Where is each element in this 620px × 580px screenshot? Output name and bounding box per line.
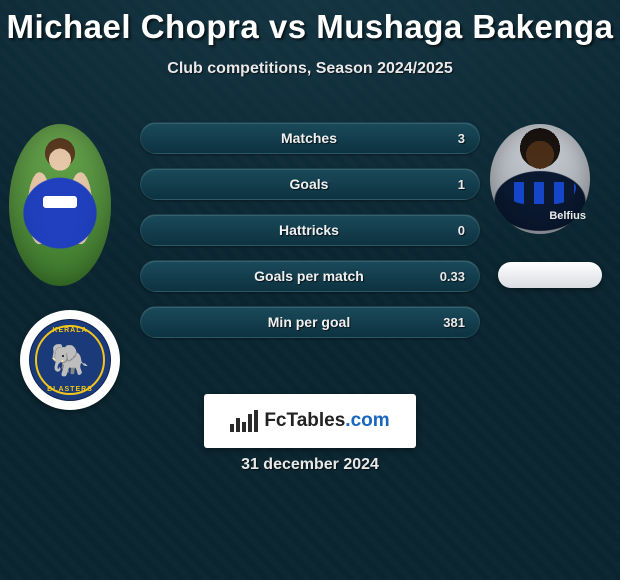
brand-name: FcTables bbox=[264, 410, 345, 431]
stat-right-value: 3 bbox=[425, 131, 465, 146]
stat-row-hattricks: Hattricks 0 bbox=[140, 214, 480, 246]
stat-right-value: 0 bbox=[425, 223, 465, 238]
brand-domain: .com bbox=[345, 410, 389, 431]
stat-label: Matches bbox=[193, 130, 425, 146]
date-text: 31 december 2024 bbox=[0, 456, 620, 474]
stat-row-goals-per-match: Goals per match 0.33 bbox=[140, 260, 480, 292]
stat-row-goals: Goals 1 bbox=[140, 168, 480, 200]
stat-label: Hattricks bbox=[193, 222, 425, 238]
elephant-icon: 🐘 bbox=[50, 344, 90, 376]
brand-text: FcTables.com bbox=[264, 410, 389, 432]
club-left-text-bottom: BLASTERS bbox=[29, 386, 111, 393]
bar-chart-icon bbox=[230, 410, 258, 432]
page-title: Michael Chopra vs Mushaga Bakenga bbox=[0, 0, 620, 46]
stat-row-matches: Matches 3 bbox=[140, 122, 480, 154]
stat-row-min-per-goal: Min per goal 381 bbox=[140, 306, 480, 338]
player-right-sponsor: Belfius bbox=[549, 210, 586, 222]
stat-right-value: 1 bbox=[425, 177, 465, 192]
stat-label: Min per goal bbox=[193, 314, 425, 330]
club-left-text-top: KERALA bbox=[29, 327, 111, 334]
stat-label: Goals per match bbox=[193, 268, 425, 284]
stat-right-value: 381 bbox=[425, 315, 465, 330]
brand-link[interactable]: FcTables.com bbox=[204, 394, 416, 448]
stat-label: Goals bbox=[193, 176, 425, 192]
stats-block: Matches 3 Goals 1 Hattricks 0 Goals per … bbox=[140, 122, 480, 352]
player-right-club-badge bbox=[498, 262, 602, 288]
stat-right-value: 0.33 bbox=[425, 269, 465, 284]
player-left-photo bbox=[9, 124, 111, 286]
subtitle: Club competitions, Season 2024/2025 bbox=[0, 60, 620, 78]
player-left-club-badge: KERALA 🐘 BLASTERS bbox=[20, 310, 120, 410]
